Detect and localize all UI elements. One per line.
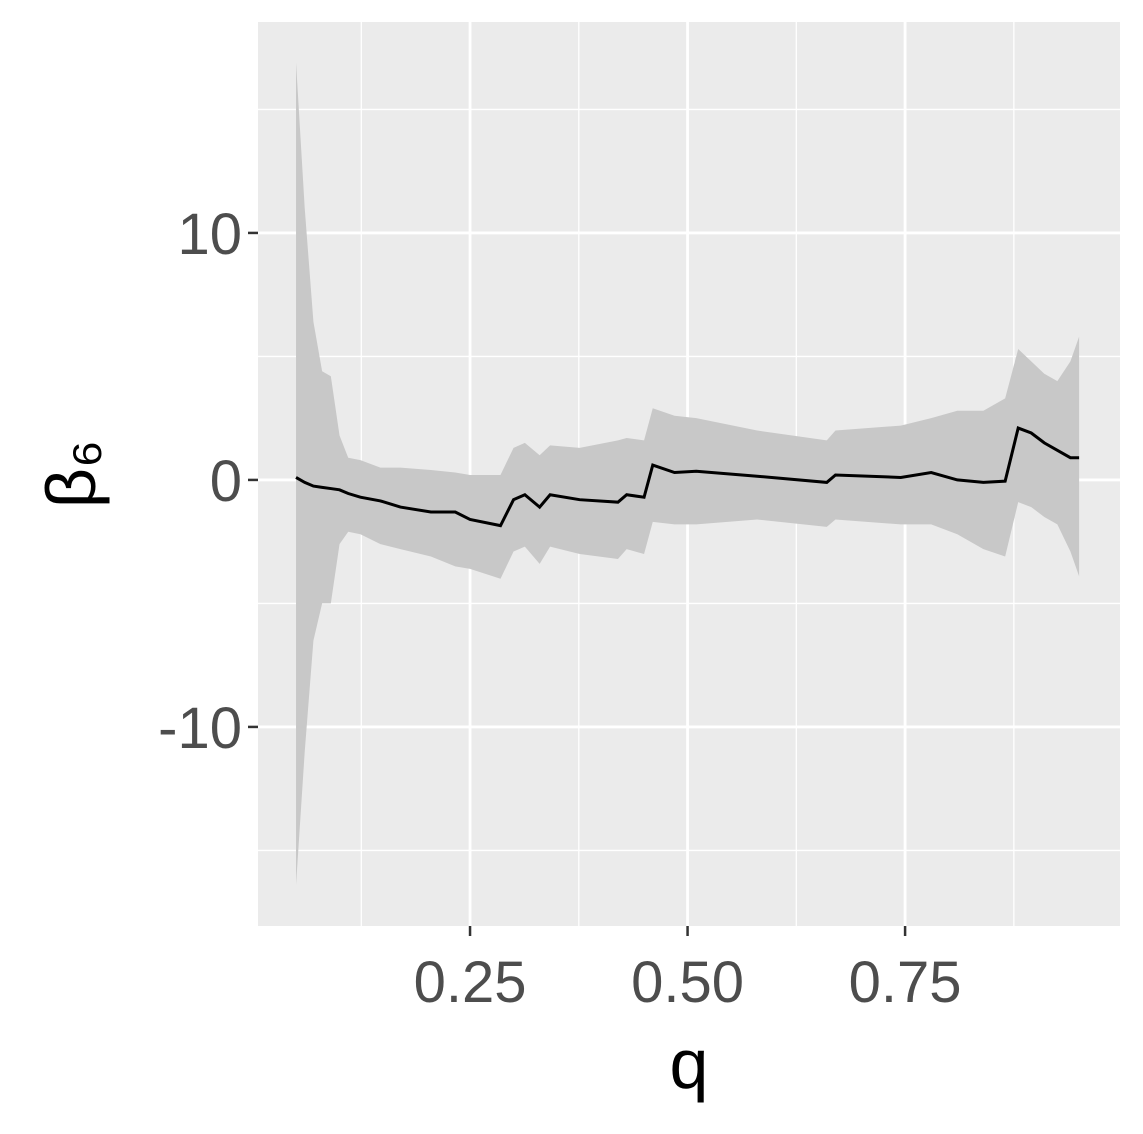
y-tick-label: 10 [177,202,242,267]
confidence-band [296,62,1080,885]
y-tick-label: -10 [158,696,242,761]
estimate-line [295,426,1080,528]
x-tick-label: 0.50 [631,950,744,1015]
y-axis-title: β₆ [32,440,110,509]
x-tick-label: 0.25 [414,950,527,1015]
x-axis-title: q [670,1025,709,1103]
y-tick-label: 0 [210,449,242,514]
x-tick-label: 0.75 [849,950,962,1015]
